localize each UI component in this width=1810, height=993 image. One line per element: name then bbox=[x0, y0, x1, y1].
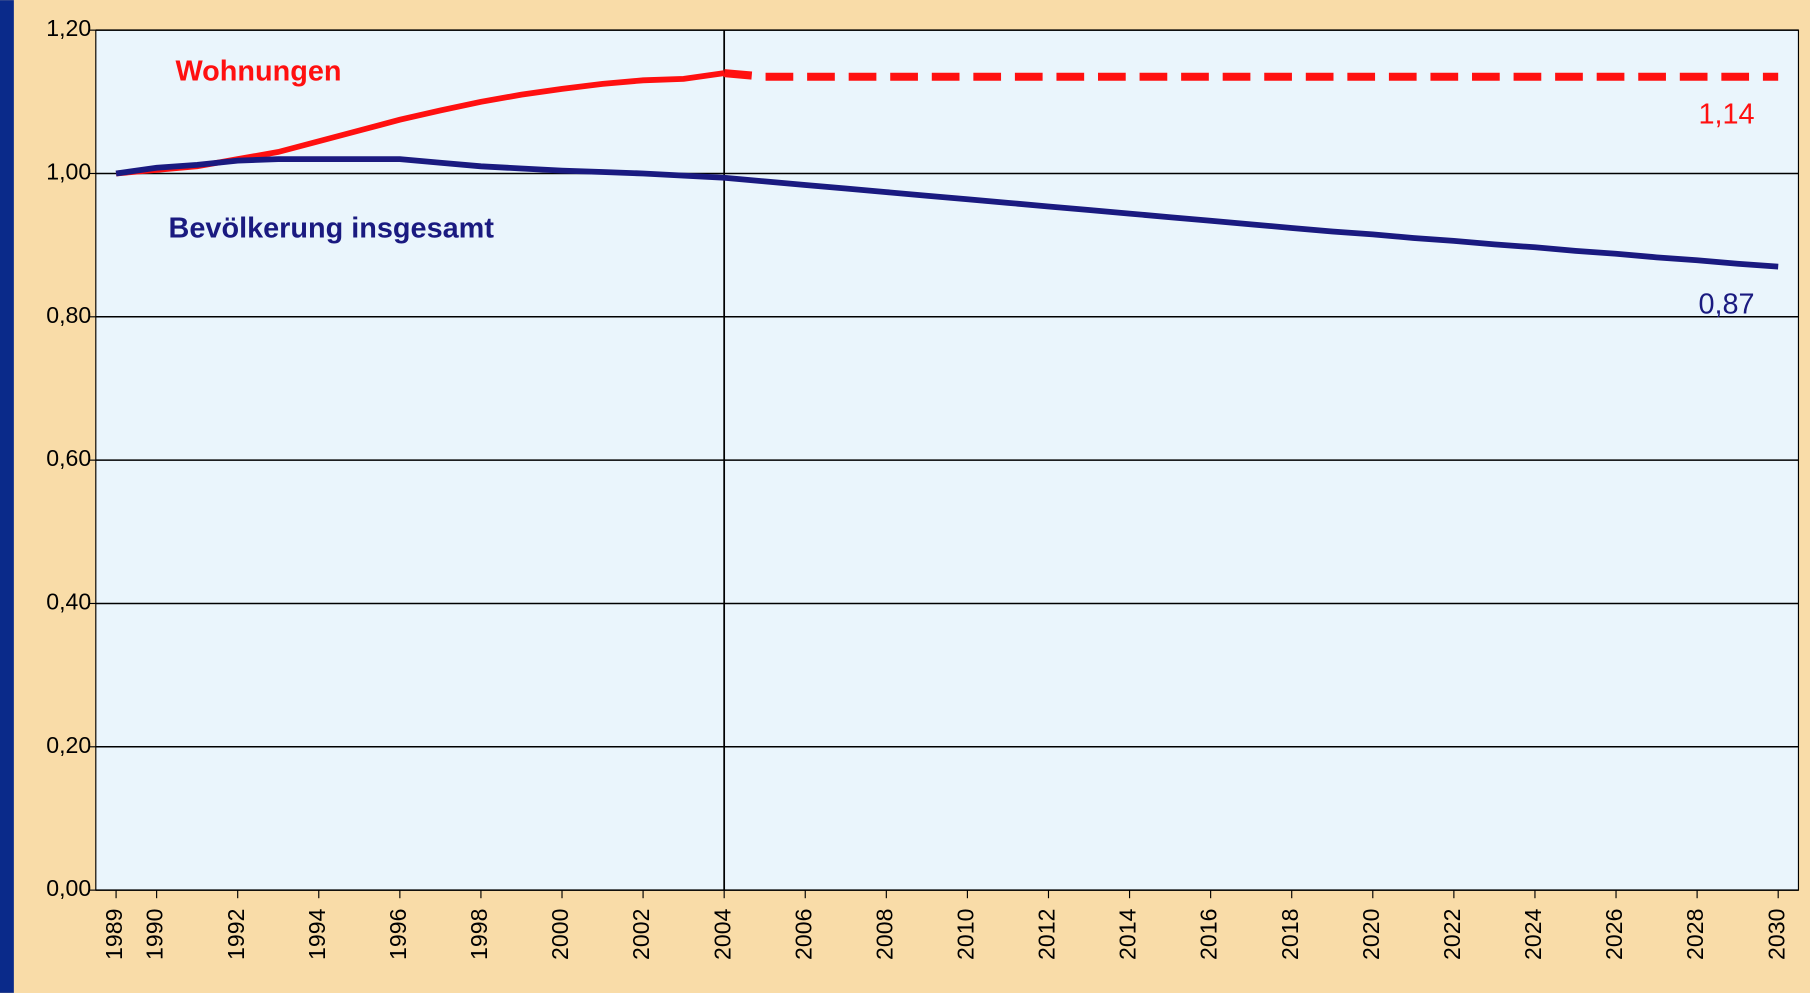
series-label: Bevölkerung insgesamt bbox=[169, 212, 495, 244]
x-tick-label: 2030 bbox=[1763, 909, 1789, 960]
x-tick-label: 2026 bbox=[1601, 909, 1627, 960]
y-tick-label: 0,40 bbox=[46, 589, 91, 615]
x-tick-label: 1990 bbox=[142, 909, 168, 960]
x-tick-label: 2020 bbox=[1358, 909, 1384, 960]
end-label: 1,14 bbox=[1698, 99, 1754, 131]
x-tick-label: 2006 bbox=[790, 909, 816, 960]
series-line-dashed bbox=[723, 69, 1779, 81]
y-tick-label: 1,20 bbox=[46, 15, 91, 41]
x-tick-label: 1992 bbox=[223, 909, 249, 960]
x-tick-label: 2024 bbox=[1520, 908, 1546, 960]
x-tick-label: 2014 bbox=[1115, 908, 1141, 960]
x-tick-label: 2022 bbox=[1439, 909, 1465, 960]
x-tick-label: 2000 bbox=[547, 909, 573, 960]
x-tick-label: 2016 bbox=[1196, 909, 1222, 960]
x-tick-label: 1998 bbox=[466, 909, 492, 960]
x-tick-label: 2028 bbox=[1682, 909, 1708, 960]
x-tick-label: 2018 bbox=[1277, 909, 1303, 960]
x-tick-label: 2008 bbox=[871, 909, 897, 960]
x-tick-label: 1989 bbox=[101, 909, 127, 960]
end-label: 0,87 bbox=[1698, 289, 1754, 321]
x-tick-label: 2012 bbox=[1034, 909, 1060, 960]
y-tick-label: 0,20 bbox=[46, 732, 91, 758]
x-tick-label: 2004 bbox=[709, 908, 735, 960]
x-tick-label: 1996 bbox=[385, 909, 411, 960]
y-tick-label: 0,00 bbox=[46, 875, 91, 901]
y-tick-label: 0,60 bbox=[46, 445, 91, 471]
x-tick-label: 2002 bbox=[628, 909, 654, 960]
y-tick-label: 1,00 bbox=[46, 159, 91, 185]
x-tick-label: 2010 bbox=[952, 909, 978, 960]
side-strip bbox=[0, 0, 14, 993]
series-label: Wohnungen bbox=[175, 55, 341, 87]
x-tick-label: 1994 bbox=[304, 908, 330, 960]
series-line bbox=[115, 156, 1779, 270]
y-tick-label: 0,80 bbox=[46, 302, 91, 328]
